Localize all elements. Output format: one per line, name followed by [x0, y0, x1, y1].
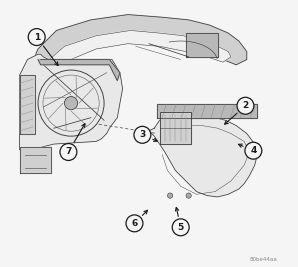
- Circle shape: [126, 215, 143, 232]
- Polygon shape: [20, 54, 122, 149]
- Circle shape: [64, 96, 78, 110]
- Circle shape: [186, 193, 191, 198]
- Text: 6: 6: [131, 219, 138, 228]
- Text: 5: 5: [178, 223, 184, 232]
- Text: 4: 4: [250, 146, 257, 155]
- Polygon shape: [43, 30, 231, 65]
- Text: 3: 3: [139, 130, 145, 139]
- Circle shape: [60, 144, 77, 160]
- Polygon shape: [30, 15, 247, 75]
- Circle shape: [245, 142, 262, 159]
- Polygon shape: [38, 60, 120, 81]
- Polygon shape: [149, 112, 257, 197]
- Polygon shape: [186, 33, 218, 57]
- Circle shape: [167, 193, 173, 198]
- Circle shape: [172, 219, 189, 236]
- Circle shape: [28, 29, 45, 45]
- Polygon shape: [20, 147, 51, 173]
- Text: 2: 2: [242, 101, 249, 110]
- Polygon shape: [159, 112, 191, 144]
- Text: 80be44aa: 80be44aa: [249, 257, 277, 262]
- Circle shape: [237, 97, 254, 114]
- Text: 7: 7: [65, 147, 72, 156]
- Polygon shape: [157, 104, 257, 118]
- Circle shape: [134, 126, 151, 143]
- Polygon shape: [20, 75, 35, 134]
- Text: 1: 1: [34, 33, 40, 42]
